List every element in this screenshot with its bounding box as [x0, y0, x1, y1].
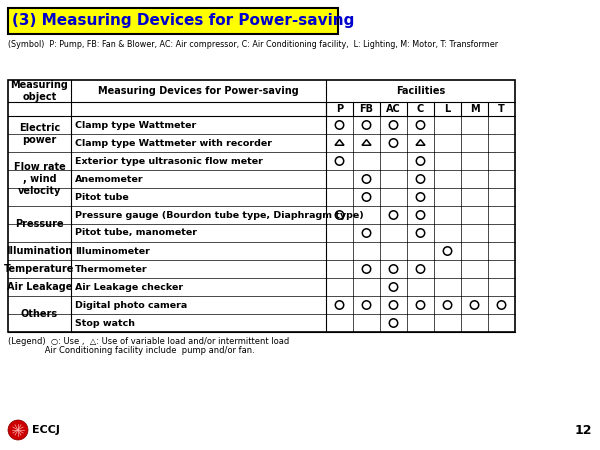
Text: AC: AC [386, 104, 401, 114]
Text: Others: Others [21, 309, 58, 319]
Text: Exterior type ultrasonic flow meter: Exterior type ultrasonic flow meter [75, 157, 263, 166]
Text: (3) Measuring Devices for Power-saving: (3) Measuring Devices for Power-saving [12, 14, 355, 28]
Text: (Symbol)  P: Pump, FB: Fan & Blower, AC: Air compressor, C: Air Conditioning fac: (Symbol) P: Pump, FB: Fan & Blower, AC: … [8, 40, 498, 49]
Text: Measuring
object: Measuring object [11, 80, 68, 102]
Text: Measuring Devices for Power-saving: Measuring Devices for Power-saving [98, 86, 299, 96]
Circle shape [8, 420, 28, 440]
Text: Electric
power: Electric power [19, 123, 60, 145]
Text: Air Leakage: Air Leakage [7, 282, 72, 292]
Text: P: P [336, 104, 343, 114]
Text: C: C [417, 104, 424, 114]
Text: Flow rate
, wind
velocity: Flow rate , wind velocity [14, 162, 65, 196]
Text: Thermometer: Thermometer [75, 265, 148, 274]
Text: Facilities: Facilities [396, 86, 445, 96]
Text: (Legend)  ○: Use ,  △: Use of variable load and/or intermittent load: (Legend) ○: Use , △: Use of variable loa… [8, 337, 289, 346]
Bar [8, 8, 338, 34]
Text: 12: 12 [575, 423, 592, 436]
Text: Air Leakage checker: Air Leakage checker [75, 283, 183, 292]
Bar [8, 80, 515, 332]
Text: Anemometer: Anemometer [75, 175, 143, 184]
Text: T: T [498, 104, 505, 114]
Text: Stop watch: Stop watch [75, 319, 135, 328]
Text: ECCJ: ECCJ [32, 425, 60, 435]
Text: Temperature: Temperature [4, 264, 74, 274]
Text: Pressure: Pressure [15, 219, 64, 229]
Text: Illuminometer: Illuminometer [75, 247, 150, 256]
Text: Illumination: Illumination [7, 246, 73, 256]
Text: Air Conditioning facility include  pump and/or fan.: Air Conditioning facility include pump a… [8, 346, 255, 355]
Text: Pitot tube: Pitot tube [75, 193, 129, 202]
Text: Clamp type Wattmeter: Clamp type Wattmeter [75, 121, 196, 130]
Text: Pitot tube, manometer: Pitot tube, manometer [75, 229, 197, 238]
Text: Digital photo camera: Digital photo camera [75, 301, 187, 310]
Text: L: L [445, 104, 451, 114]
Text: FB: FB [359, 104, 373, 114]
Text: M: M [470, 104, 479, 114]
Text: Pressure gauge (Bourdon tube type, Diaphragm type): Pressure gauge (Bourdon tube type, Diaph… [75, 211, 364, 220]
Text: Clamp type Wattmeter with recorder: Clamp type Wattmeter with recorder [75, 139, 272, 148]
